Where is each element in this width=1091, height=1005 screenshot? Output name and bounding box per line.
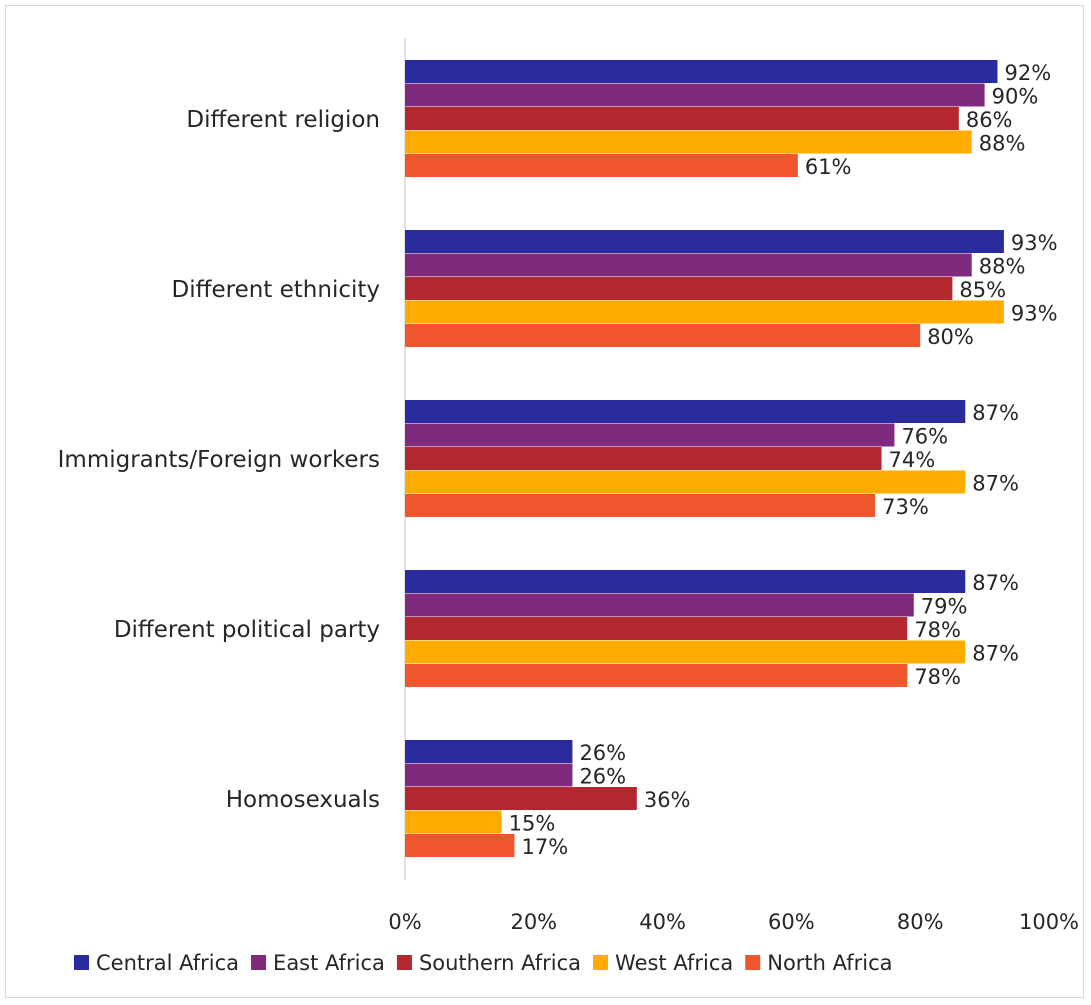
bar-homosexuals-east-africa xyxy=(405,763,573,787)
data-label-different-ethnicity-north-africa: 80% xyxy=(927,325,974,349)
data-label-different-religion-west-africa: 88% xyxy=(979,131,1026,155)
bar-homosexuals-west-africa xyxy=(405,810,502,834)
data-label-different-ethnicity-southern-africa: 85% xyxy=(959,278,1006,302)
legend-label-west-africa: West Africa xyxy=(615,951,733,975)
legend-label-southern-africa: Southern Africa xyxy=(419,951,581,975)
data-label-homosexuals-west-africa: 15% xyxy=(509,811,556,835)
bar-different-ethnicity-southern-africa xyxy=(405,277,953,300)
category-label-different-religion: Different religion xyxy=(186,107,380,133)
bar-different-religion-southern-africa xyxy=(405,107,959,130)
bar-different-religion-west-africa xyxy=(405,130,972,154)
data-label-homosexuals-southern-africa: 36% xyxy=(644,788,691,812)
data-label-different-political-party-east-africa: 79% xyxy=(921,594,968,618)
bar-different-religion-central-africa xyxy=(405,60,998,83)
bar-immigrants-foreign-workers-southern-africa xyxy=(405,447,882,470)
bar-different-ethnicity-north-africa xyxy=(405,324,921,347)
legend-swatch-north-africa xyxy=(745,955,761,970)
legend-swatch-west-africa xyxy=(593,955,609,970)
bar-different-ethnicity-central-africa xyxy=(405,230,1004,253)
data-label-immigrants-foreign-workers-southern-africa: 74% xyxy=(889,448,936,472)
bar-immigrants-foreign-workers-north-africa xyxy=(405,494,876,517)
data-label-different-religion-north-africa: 61% xyxy=(805,155,852,179)
data-label-immigrants-foreign-workers-east-africa: 76% xyxy=(901,424,948,448)
bar-homosexuals-north-africa xyxy=(405,834,515,857)
legend-label-north-africa: North Africa xyxy=(767,951,892,975)
data-label-homosexuals-east-africa: 26% xyxy=(579,764,626,788)
category-labels-group: Different religion Different ethnicity Imm… xyxy=(58,107,380,813)
category-label-homosexuals: Homosexuals xyxy=(226,787,380,813)
bar-different-political-party-central-africa xyxy=(405,570,966,593)
bar-different-religion-east-africa xyxy=(405,83,985,107)
x-tick-label: 80% xyxy=(897,910,944,934)
legend-swatch-southern-africa xyxy=(396,955,412,970)
category-label-different-political-party: Different political party xyxy=(114,617,380,643)
data-label-different-religion-southern-africa: 86% xyxy=(966,108,1013,132)
x-tick-label: 0% xyxy=(388,910,421,934)
data-label-different-ethnicity-west-africa: 93% xyxy=(1011,301,1058,325)
legend-label-east-africa: East Africa xyxy=(273,951,385,975)
data-label-different-political-party-central-africa: 87% xyxy=(972,571,1019,595)
bar-different-ethnicity-east-africa xyxy=(405,253,972,277)
bar-homosexuals-southern-africa xyxy=(405,787,637,810)
data-label-homosexuals-central-africa: 26% xyxy=(579,741,626,765)
bar-different-ethnicity-west-africa xyxy=(405,300,1004,324)
x-tick-label: 100% xyxy=(1019,910,1079,934)
bar-different-political-party-north-africa xyxy=(405,664,908,687)
x-tick-label: 20% xyxy=(510,910,557,934)
data-label-homosexuals-north-africa: 17% xyxy=(521,835,568,859)
data-label-different-ethnicity-east-africa: 88% xyxy=(979,254,1026,278)
chart-frame xyxy=(5,5,1084,998)
data-label-different-religion-east-africa: 90% xyxy=(992,84,1039,108)
legend-swatch-central-africa xyxy=(74,955,89,970)
bar-immigrants-foreign-workers-east-africa xyxy=(405,423,895,447)
category-label-different-ethnicity: Different ethnicity xyxy=(172,277,380,303)
data-label-different-religion-central-africa: 92% xyxy=(1004,61,1051,85)
data-label-immigrants-foreign-workers-north-africa: 73% xyxy=(882,495,929,519)
x-tick-label: 60% xyxy=(768,910,815,934)
bar-different-religion-north-africa xyxy=(405,154,798,177)
legend-label-central-africa: Central Africa xyxy=(96,951,239,975)
data-label-different-political-party-southern-africa: 78% xyxy=(914,618,961,642)
bar-immigrants-foreign-workers-west-africa xyxy=(405,470,966,494)
bar-different-political-party-west-africa xyxy=(405,640,966,664)
data-label-immigrants-foreign-workers-west-africa: 87% xyxy=(972,471,1019,495)
bar-immigrants-foreign-workers-central-africa xyxy=(405,400,966,423)
data-label-immigrants-foreign-workers-central-africa: 87% xyxy=(972,401,1019,425)
data-labels-group: 92%90%86%88%61%93%88%85%93%80%87%76%74%8… xyxy=(509,61,1058,859)
bar-homosexuals-central-africa xyxy=(405,740,573,763)
category-label-immigrants-foreign-workers: Immigrants/Foreign workers xyxy=(58,447,380,473)
x-tick-label: 40% xyxy=(639,910,686,934)
bar-different-political-party-southern-africa xyxy=(405,617,908,640)
legend-swatch-east-africa xyxy=(251,955,267,970)
x-tick-labels-group: 0% 20% 40% 60% 80% 100% xyxy=(388,910,1079,934)
legend: Central Africa East Africa Southern Africa… xyxy=(74,951,893,975)
bars-group xyxy=(405,60,1004,857)
data-label-different-ethnicity-central-africa: 93% xyxy=(1011,231,1058,255)
data-label-different-political-party-north-africa: 78% xyxy=(914,665,961,689)
bar-different-political-party-east-africa xyxy=(405,593,914,617)
data-label-different-political-party-west-africa: 87% xyxy=(972,641,1019,665)
